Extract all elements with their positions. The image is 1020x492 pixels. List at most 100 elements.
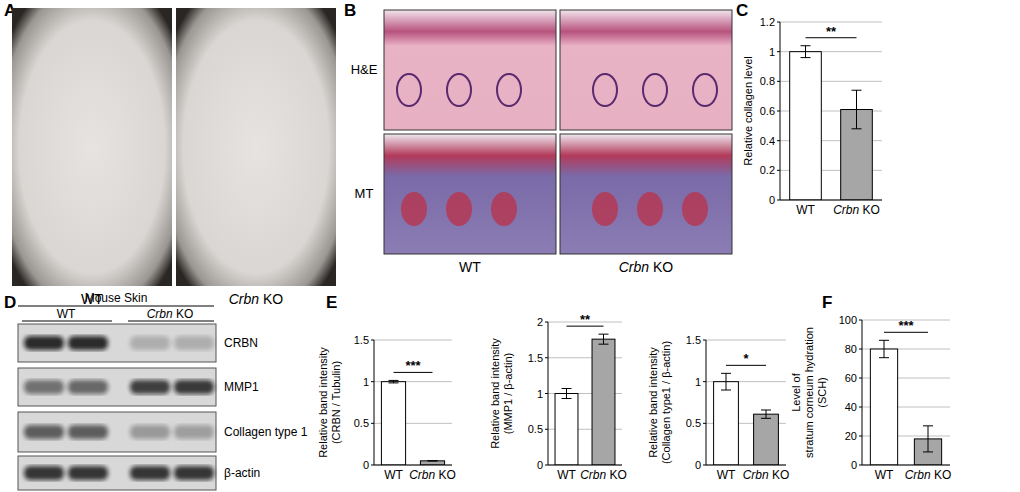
tick-label: Crbn KO — [743, 468, 790, 482]
bar — [381, 382, 405, 465]
bar — [870, 349, 897, 465]
blot-strip — [18, 456, 216, 490]
follicle — [446, 192, 472, 226]
label-rest: KO — [769, 468, 790, 482]
follicle — [682, 192, 708, 226]
grid-line — [862, 465, 950, 466]
tick-label: WT — [717, 468, 736, 482]
tick-label: 1.5 — [686, 334, 701, 346]
label-rest: KO — [649, 259, 673, 275]
bar — [790, 52, 822, 200]
figure: ABCDEFWTCrbn KOWTCrbn KOH&EMTMouse SkinW… — [0, 0, 1020, 492]
panel-label: E — [326, 293, 337, 312]
label-italic: Crbn — [619, 259, 650, 275]
blot-band — [174, 425, 214, 439]
y-axis — [780, 22, 781, 200]
label: Crbn KO — [229, 291, 284, 307]
marks — [381, 380, 444, 465]
label-italic: Crbn — [833, 203, 859, 217]
axis-title: Relative band intensity — [489, 338, 501, 449]
follicle — [592, 192, 618, 226]
grid-line — [374, 340, 452, 341]
grid-line — [374, 465, 452, 466]
label: WT — [459, 259, 481, 275]
blot-band — [130, 466, 170, 480]
axis-title: (CRBN / Tubulin) — [330, 361, 342, 444]
grid-line — [780, 22, 882, 23]
error-bar — [721, 373, 731, 390]
tick-label: 0 — [851, 459, 857, 471]
follicle — [637, 192, 663, 226]
follicle — [491, 192, 517, 226]
y-axis — [706, 340, 707, 465]
label-rest: KO — [435, 468, 456, 482]
tick-label: 0 — [537, 459, 543, 471]
tick-label: WT — [557, 468, 576, 482]
axis-title: stratum corneum hydration — [803, 327, 815, 458]
blot-band — [174, 336, 214, 350]
blot-band — [24, 380, 64, 394]
tick-label: 1.5 — [528, 352, 543, 364]
bracket — [128, 321, 214, 322]
error-bar — [801, 46, 811, 58]
blot-band — [24, 336, 64, 350]
label: Crbn KO — [619, 259, 674, 275]
label-italic: Crbn — [905, 468, 931, 482]
tick-label: Crbn KO — [580, 468, 627, 482]
blot-band — [174, 466, 214, 480]
tick-label: WT — [796, 203, 815, 217]
bar — [420, 461, 444, 465]
tick-label: 0 — [769, 194, 775, 206]
skin-photo — [176, 8, 336, 286]
tick-label: 1 — [537, 388, 543, 400]
panel-label: C — [736, 1, 748, 20]
tick-label: 100 — [839, 314, 857, 326]
axis-title: Relative collagen level — [742, 56, 754, 165]
label: β-actin — [224, 466, 260, 480]
significance: * — [743, 351, 749, 366]
follicle — [401, 192, 427, 226]
error-bar — [599, 334, 609, 344]
tick-label: 2 — [537, 316, 543, 328]
mt-image — [384, 134, 556, 254]
follicle — [447, 74, 471, 106]
blot-strip — [18, 324, 216, 362]
x-axis — [780, 200, 882, 201]
blot-band — [68, 336, 108, 350]
grid-line — [548, 465, 622, 466]
label: CRBN — [224, 336, 258, 350]
error-bar — [879, 340, 889, 357]
blot-band — [68, 425, 108, 439]
tick-label: 0.5 — [686, 417, 701, 429]
significance: ** — [580, 312, 591, 327]
marks — [555, 334, 615, 465]
x-axis — [862, 465, 950, 466]
grid-line — [780, 200, 882, 201]
axis-title: Relative band intensity — [647, 347, 659, 458]
tick-label: 0.5 — [354, 417, 369, 429]
label-italic: Crbn — [743, 468, 769, 482]
blot-band — [24, 425, 64, 439]
label: MMP1 — [224, 380, 259, 394]
y-axis — [548, 322, 549, 465]
marks — [870, 340, 941, 465]
tick-label: 0.2 — [760, 164, 775, 176]
x-axis — [374, 465, 452, 466]
bar — [555, 394, 578, 466]
bar — [754, 414, 779, 465]
panel-label: F — [822, 293, 832, 312]
tick-label: 1.5 — [354, 334, 369, 346]
tick-label: WT — [384, 468, 403, 482]
y-axis — [374, 340, 375, 465]
label: Mouse Skin — [85, 291, 148, 305]
panel-label: B — [344, 1, 356, 20]
bar-chart: 00.20.40.60.811.2WTCrbn KORelative colla… — [742, 16, 882, 217]
he-image — [560, 10, 732, 130]
significance: *** — [405, 358, 421, 373]
tick-label: 1 — [363, 376, 369, 388]
follicle — [593, 74, 617, 106]
blot-band — [130, 336, 170, 350]
bar-chart: 00.511.5WTCrbn KORelative band intensity… — [317, 334, 456, 482]
tick-label: 60 — [845, 372, 857, 384]
error-bar — [389, 380, 399, 383]
